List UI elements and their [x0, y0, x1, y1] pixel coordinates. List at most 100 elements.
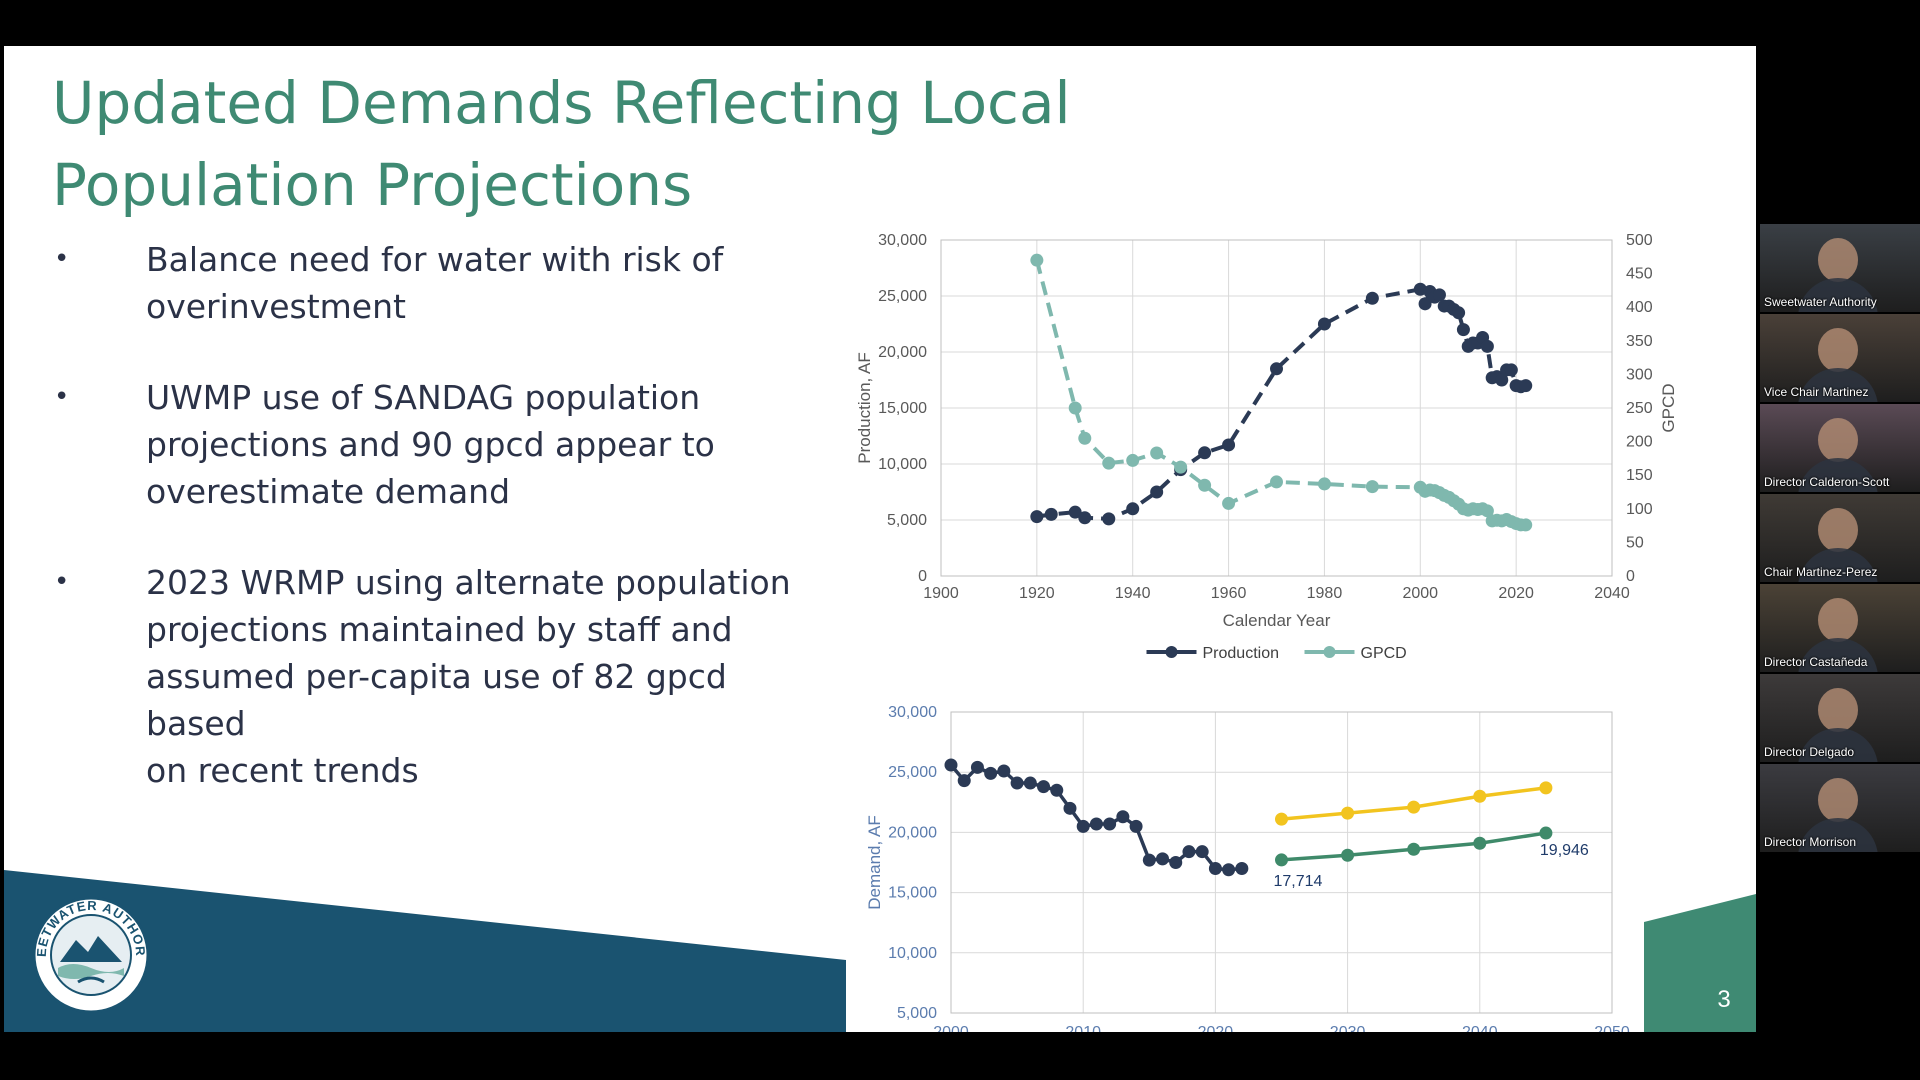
plot-area: [950, 711, 1613, 1014]
data-point: [1407, 800, 1421, 814]
data-point: [1519, 379, 1533, 393]
data-point: [1076, 819, 1090, 833]
data-point: [1174, 460, 1188, 474]
participant-name: Chair Martinez-Perez: [1764, 565, 1878, 579]
data-point: [1539, 781, 1553, 795]
bullet-line: 2023 WRMP using alternate population: [146, 563, 791, 602]
bullet-line: overinvestment: [146, 287, 406, 326]
data-point: [1195, 845, 1209, 859]
data-point: [1103, 817, 1117, 831]
demand-projection-chart: 2000 2010 2020 2030 2040 2050 5,000 10,000 15,00…: [865, 704, 1630, 1032]
x-tick-label: 2000: [1402, 585, 1438, 602]
data-point: [1473, 836, 1487, 850]
data-point: [1078, 431, 1092, 445]
data-point: [1222, 496, 1236, 510]
data-point: [1480, 339, 1494, 353]
data-point: [944, 758, 958, 772]
bullet-line: projections maintained by staff and: [146, 610, 733, 649]
data-point: [1010, 776, 1024, 790]
x-tick-label: 2020: [1498, 585, 1534, 602]
slide-title-line-2: Population Projections: [52, 151, 693, 219]
y2-tick-label: 300: [1626, 366, 1653, 383]
x-tick-label: 2010: [1065, 1024, 1101, 1032]
data-label: 17,714: [1274, 873, 1323, 890]
data-point: [1495, 373, 1509, 387]
participant-tile[interactable]: Sweetwater Authority: [1760, 224, 1920, 312]
data-label: 19,946: [1540, 842, 1589, 859]
data-point: [1169, 856, 1183, 869]
data-point: [1050, 783, 1064, 797]
participant-avatar: [1818, 778, 1858, 822]
bullet-dot: •: [54, 244, 70, 274]
data-point: [1418, 297, 1432, 311]
y-tick-label: 25,000: [878, 288, 927, 305]
data-point: [1078, 511, 1092, 525]
participant-tile[interactable]: Vice Chair Martinez: [1760, 314, 1920, 402]
data-point: [1030, 253, 1044, 267]
data-point: [1539, 826, 1553, 840]
participant-name: Director Calderon-Scott: [1764, 475, 1890, 489]
participant-tile[interactable]: Director Morrison: [1760, 764, 1920, 852]
data-point: [1341, 806, 1355, 820]
data-point: [1432, 288, 1446, 302]
data-point: [1063, 801, 1077, 815]
bullet-line: overestimate demand: [146, 472, 511, 511]
participant-avatar: [1818, 238, 1858, 282]
y-tick-label: 25,000: [888, 764, 937, 781]
participant-name: Director Castañeda: [1764, 655, 1868, 669]
data-point: [1150, 446, 1164, 460]
participant-avatar: [1818, 598, 1858, 642]
y2-tick-label: 0: [1626, 568, 1635, 585]
green-band-shape: [1644, 894, 1756, 1032]
bullet-line: projections and 90 gpcd appear to: [146, 425, 715, 464]
data-point: [1198, 478, 1212, 492]
data-point: [1222, 863, 1236, 877]
bullet-dot: •: [54, 382, 70, 412]
y-tick-label: 0: [918, 568, 927, 585]
participant-tile[interactable]: Director Delgado: [1760, 674, 1920, 762]
bullet-dot: •: [54, 567, 70, 597]
y-tick-label: 15,000: [878, 400, 927, 417]
participant-tile[interactable]: Director Calderon-Scott: [1760, 404, 1920, 492]
participant-avatar: [1818, 688, 1858, 732]
y-tick-label: 20,000: [878, 344, 927, 361]
data-point: [1317, 317, 1331, 331]
participant-avatar: [1818, 508, 1858, 552]
y-tick-label: 5,000: [897, 1005, 937, 1022]
x-tick-label: 1920: [1019, 585, 1055, 602]
data-point: [1037, 780, 1051, 794]
participant-name: Vice Chair Martinez: [1764, 385, 1869, 399]
data-point: [957, 774, 971, 788]
bullet-line: Balance need for water with risk of: [146, 240, 724, 279]
data-point: [1129, 819, 1143, 833]
data-point: [1044, 507, 1058, 521]
y2-tick-label: 250: [1626, 400, 1653, 417]
participant-tile[interactable]: Chair Martinez-Perez: [1760, 494, 1920, 582]
y-axis-label: Production, AF: [855, 352, 874, 464]
data-point: [1116, 810, 1130, 824]
data-point: [1102, 456, 1116, 470]
y-tick-label: 10,000: [888, 945, 937, 962]
legend-label: Production: [1203, 645, 1280, 662]
presentation-slide: Updated Demands Reflecting Local Populat…: [4, 46, 1756, 1032]
participant-avatar: [1818, 328, 1858, 372]
data-point: [1023, 776, 1037, 790]
page-number: 3: [1717, 986, 1731, 1013]
y2-tick-label: 200: [1626, 434, 1653, 451]
data-point: [1456, 323, 1470, 337]
video-participants-panel: Sweetwater Authority Vice Chair Martinez D…: [1760, 224, 1920, 854]
x-tick-label: 1900: [923, 585, 959, 602]
data-point: [1208, 862, 1222, 876]
legend-marker: [1323, 646, 1336, 658]
bullet-line: on recent trends: [146, 751, 419, 790]
data-point: [1480, 504, 1494, 518]
data-point: [1519, 518, 1533, 532]
participant-name: Sweetwater Authority: [1764, 295, 1877, 309]
y-axis-label: Demand, AF: [865, 815, 884, 910]
data-point: [1407, 842, 1421, 856]
production-gpcd-chart: 1900 1920 1940 1960 1980 2000 2020 204005,00010…: [855, 232, 1678, 662]
participant-tile[interactable]: Director Castañeda: [1760, 584, 1920, 672]
x-tick-label: 2020: [1198, 1024, 1234, 1032]
y-tick-label: 15,000: [888, 885, 937, 902]
legend-label: GPCD: [1361, 645, 1407, 662]
